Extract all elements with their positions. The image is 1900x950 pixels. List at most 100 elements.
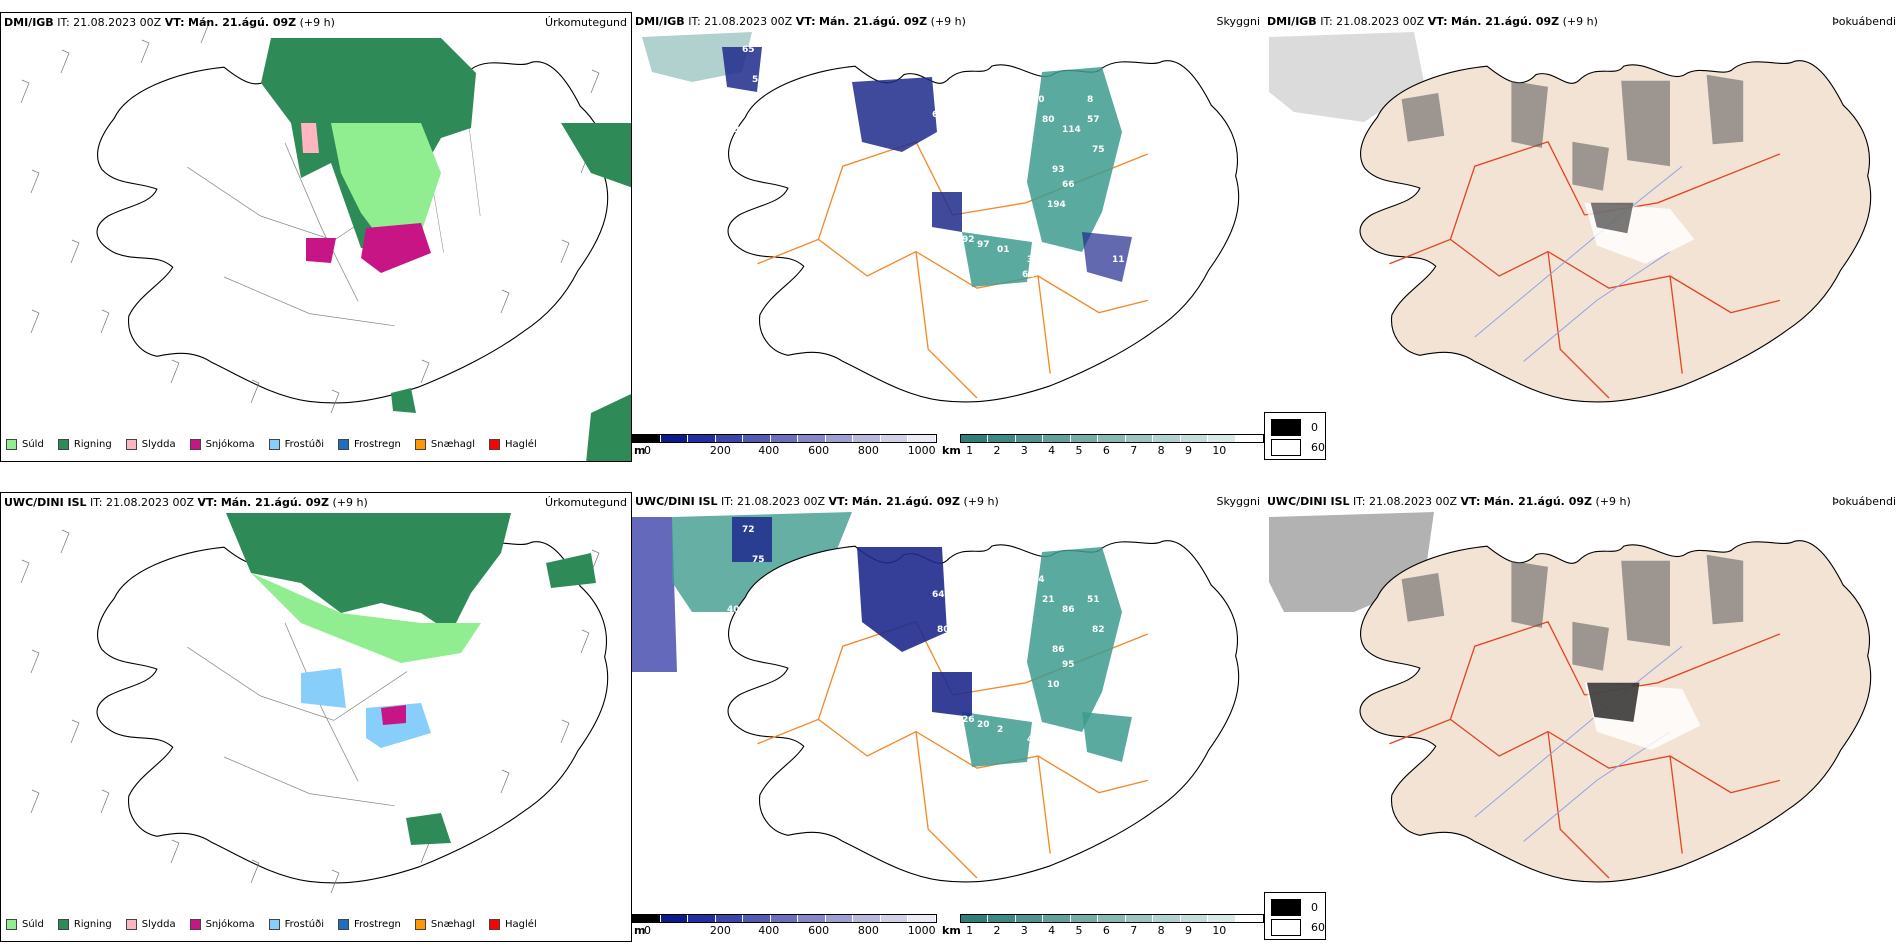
vt-value: Mán. 21.ágú. 09Z bbox=[220, 496, 329, 509]
scale-tick-label: 600 bbox=[808, 924, 830, 937]
colorbar-segment bbox=[880, 435, 909, 442]
legend-label: Frostregn bbox=[354, 439, 401, 450]
vis-map-top bbox=[1269, 32, 1872, 403]
elev-ticks-top: 0 200 400 600 800 1000 bbox=[632, 444, 937, 458]
colorbar-segment bbox=[853, 915, 881, 922]
legend-swatch bbox=[489, 439, 501, 450]
legend-label: Frostúði bbox=[284, 919, 324, 930]
colorbar-segment bbox=[798, 915, 826, 922]
cloud-areas bbox=[732, 517, 1132, 767]
cloud-value-label: 106 bbox=[937, 145, 956, 155]
vt-label: VT: bbox=[1460, 495, 1481, 508]
model-name: UWC/DINI ISL bbox=[1267, 495, 1350, 508]
vis-label: 60 bbox=[1311, 921, 1325, 934]
cloud-value-label: 33 bbox=[1027, 255, 1040, 265]
cloud-value-label: 64 bbox=[932, 110, 945, 120]
legend-swatch bbox=[57, 919, 69, 930]
cloud-value-label: 60 bbox=[957, 85, 970, 95]
colorbar-segment bbox=[743, 915, 771, 922]
scale-tick-label: 1 bbox=[966, 444, 974, 457]
legend-label: Snjókoma bbox=[205, 439, 255, 450]
colorbar-segment bbox=[1153, 915, 1181, 922]
legend-swatch bbox=[125, 439, 137, 450]
legend-label: Snæhagl bbox=[430, 919, 476, 930]
precip-title-top: Úrkomutegund bbox=[545, 16, 627, 29]
colorbar-segment bbox=[1208, 435, 1236, 442]
vis-swatch bbox=[1271, 439, 1301, 456]
cloud-value-label: 92 bbox=[962, 235, 975, 245]
colorbar-segment bbox=[1098, 435, 1126, 442]
scale-tick-label: 6 bbox=[1102, 924, 1110, 937]
model-name: DMI/IGB bbox=[4, 16, 54, 29]
cloud-value-label: 80 bbox=[937, 625, 950, 635]
cloud-value-label: 48 bbox=[1027, 735, 1040, 745]
cloud-value-label: 66 bbox=[1062, 180, 1075, 190]
colorbar-segment bbox=[688, 435, 716, 442]
legend-label: Frostúði bbox=[284, 439, 324, 450]
lead-time: (+9 h) bbox=[930, 15, 966, 28]
cloud-value-label: 64 bbox=[932, 590, 945, 600]
cloud-value-label: 34 bbox=[822, 185, 835, 195]
legend-swatch bbox=[6, 439, 17, 450]
colorbar-segment bbox=[770, 915, 799, 922]
colorbar-segment bbox=[743, 435, 771, 442]
vis-swatch bbox=[1271, 419, 1301, 436]
vt-value: Mán. 21.ágú. 09Z bbox=[851, 495, 960, 508]
cloud-value-label: 01 bbox=[997, 245, 1010, 255]
colorbar-segment bbox=[688, 915, 716, 922]
legend-label: Slydda bbox=[141, 439, 176, 450]
cloud-ticks-top: 1 2 3 4 5 6 7 8 9 10 bbox=[960, 444, 1264, 458]
lead-time: (+9 h) bbox=[1595, 495, 1631, 508]
vis-title-top: Þokuábendi bbox=[1832, 15, 1896, 28]
it-label: IT: bbox=[90, 496, 103, 509]
cloud-value-label: 21 bbox=[1042, 595, 1055, 605]
scale-tick-label: 9 bbox=[1184, 924, 1192, 937]
precip-areas bbox=[261, 38, 631, 461]
lead-time: (+9 h) bbox=[332, 496, 368, 509]
precip-header-top: DMI/IGB IT: 21.08.2023 00Z VT: Mán. 21.á… bbox=[4, 16, 335, 29]
colorbar-segment bbox=[1235, 435, 1263, 442]
colorbar-segment bbox=[1235, 915, 1263, 922]
cloud-value-label: 8 bbox=[822, 100, 828, 110]
colorbar-segment bbox=[961, 915, 989, 922]
colorbar-segment bbox=[825, 435, 854, 442]
colorbar-segment bbox=[1180, 435, 1209, 442]
vis-legend-top: 0 60 bbox=[1264, 412, 1326, 460]
vt-value: Mán. 21.ágú. 09Z bbox=[819, 15, 928, 28]
scale-tick-label: 800 bbox=[857, 444, 879, 457]
legend-swatch bbox=[414, 439, 426, 450]
legend-item: Snæhagl bbox=[414, 439, 475, 450]
scale-tick-label: 400 bbox=[758, 444, 780, 457]
scale-tick-label: 0 bbox=[644, 444, 651, 457]
colorbar-segment bbox=[1180, 915, 1209, 922]
vis-label: 60 bbox=[1311, 441, 1325, 454]
scale-tick-label: 200 bbox=[709, 924, 731, 937]
cloud-value-label: 11 bbox=[1112, 255, 1125, 265]
cloud-value-label: 60 bbox=[1032, 95, 1045, 105]
cloud-header-top: DMI/IGB IT: 21.08.2023 00Z VT: Mán. 21.á… bbox=[635, 15, 966, 28]
cloud-labels: 6552823606480106527760801145775936619492… bbox=[727, 45, 1146, 280]
colorbar-segment bbox=[1015, 915, 1044, 922]
cloud-value-label: 23 bbox=[727, 125, 740, 135]
cloud-value-label: 80 bbox=[950, 127, 963, 137]
colorbar-segment bbox=[988, 435, 1016, 442]
cloud-colorbar-top bbox=[960, 434, 1264, 443]
colorbar-segment bbox=[961, 435, 989, 442]
legend-item: Frostregn bbox=[338, 919, 401, 930]
colorbar-segment bbox=[1043, 435, 1071, 442]
cloud-unit-bottom: km bbox=[942, 924, 961, 937]
legend-label: Haglél bbox=[505, 919, 537, 930]
scale-tick-label: 10 bbox=[1212, 444, 1227, 457]
cloud-value-label: 57 bbox=[977, 575, 990, 585]
legend-item: Rigning bbox=[57, 919, 112, 930]
precip-title-bottom: Úrkomutegund bbox=[545, 496, 627, 509]
it-value: 21.08.2023 00Z bbox=[73, 16, 162, 29]
legend-swatch bbox=[125, 919, 137, 930]
precip-areas bbox=[226, 513, 596, 845]
cloud-panel-top: 65 52 8 23 60 64 80 106 52 77 60 80 114 57 75 93 66 194 92… bbox=[632, 12, 1264, 462]
vis-panel-top: DMI/IGB IT: 21.08.2023 00Z VT: Mán. 21.á… bbox=[1264, 12, 1900, 462]
scale-tick-label: 1000 bbox=[907, 444, 936, 457]
cloud-value-label: 86 bbox=[1052, 645, 1065, 655]
cloud-map-top: 6552823606480106527760801145775936619492… bbox=[642, 32, 1240, 403]
